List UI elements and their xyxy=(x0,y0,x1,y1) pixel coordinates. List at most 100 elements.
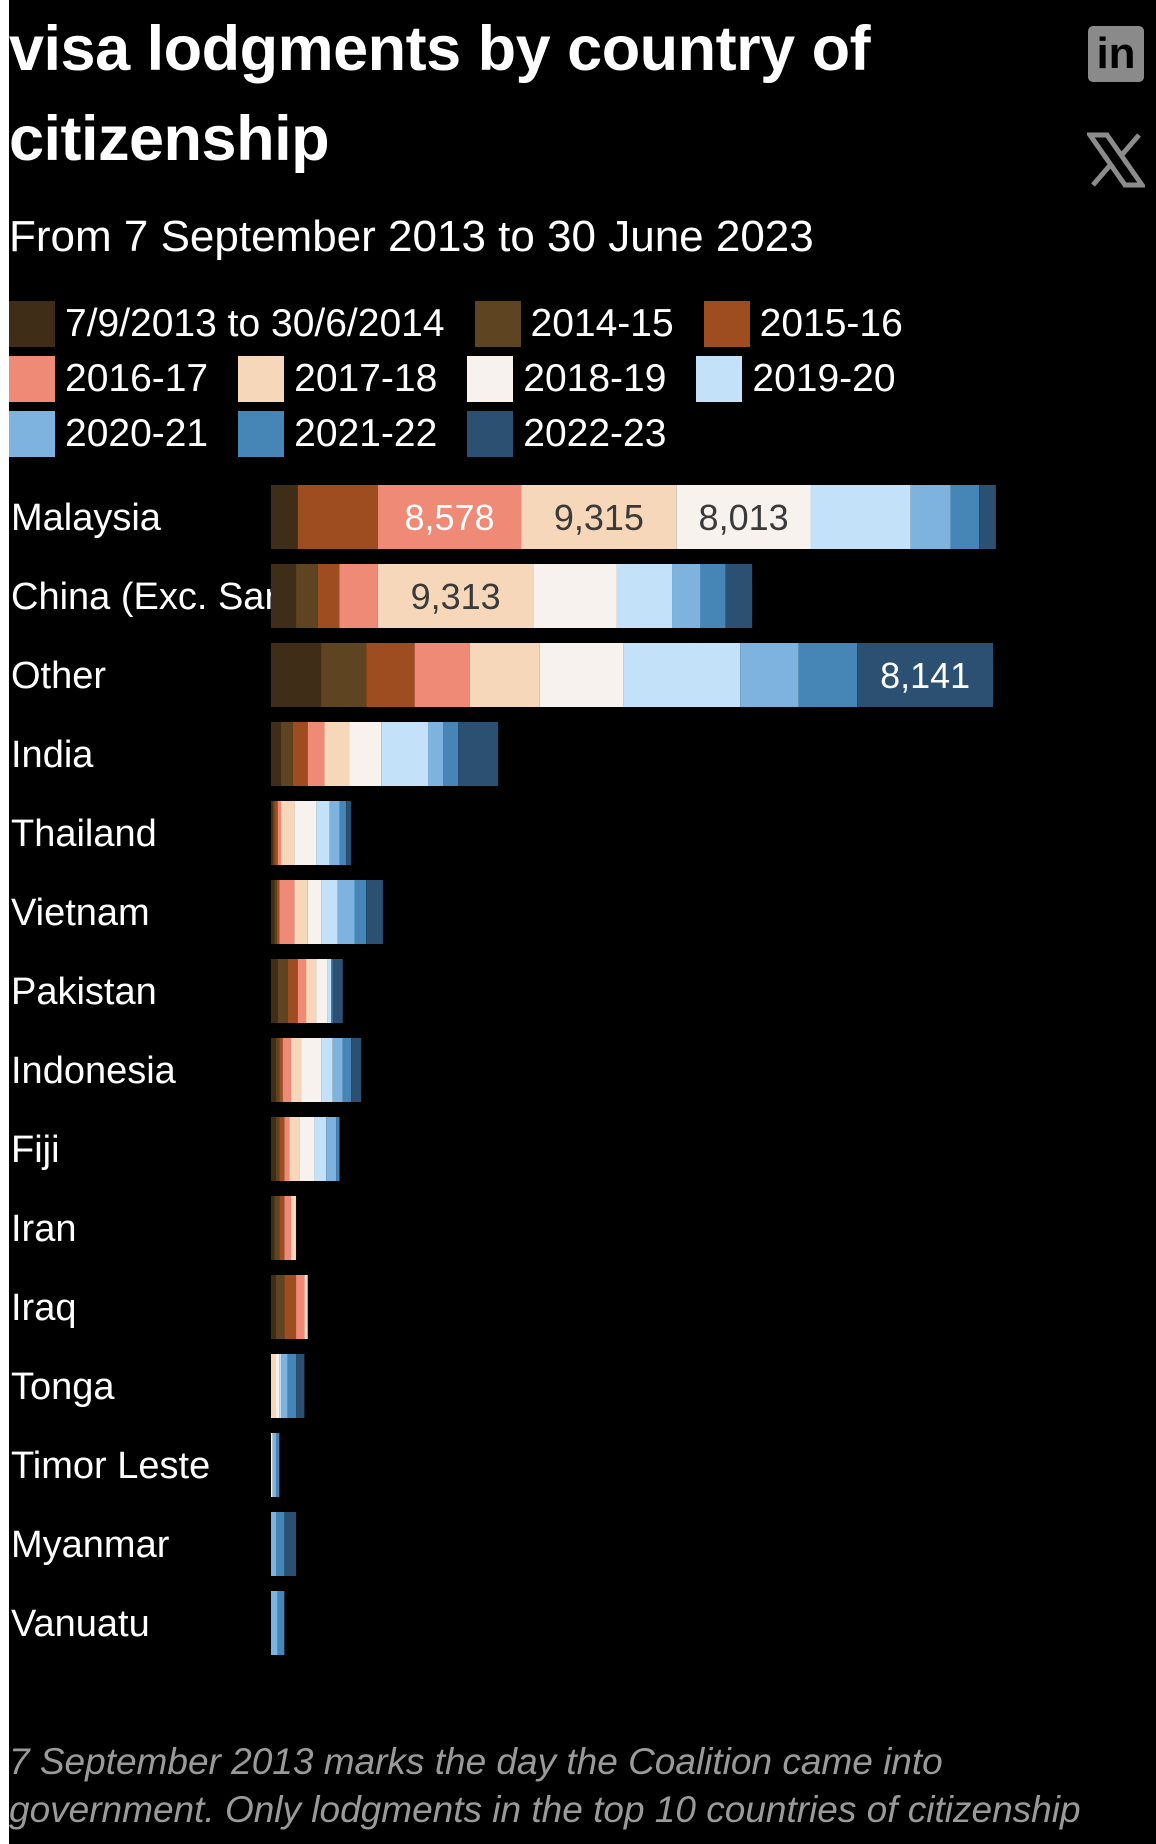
bar-segment-2015-16[interactable] xyxy=(292,722,308,786)
bar-segment-2015-16[interactable] xyxy=(276,880,280,944)
bar-segment-2018-19[interactable] xyxy=(276,1354,280,1418)
bar-segment-2018-19[interactable] xyxy=(533,564,617,628)
bar-segment-2014-15[interactable] xyxy=(281,722,293,786)
bar-segment-2020-21[interactable] xyxy=(271,1591,278,1655)
bar-segment-2017-18[interactable] xyxy=(324,722,350,786)
bar-segment-2019-20[interactable] xyxy=(810,485,911,549)
bar-segment-2014-15[interactable] xyxy=(276,1117,280,1181)
bar-segment-2016-17[interactable] xyxy=(377,485,522,549)
bar-segment-2020-21[interactable] xyxy=(332,1038,343,1102)
bar-segment-2020-21[interactable] xyxy=(672,564,701,628)
bar-segment-2021-22[interactable] xyxy=(276,1433,280,1497)
bar-segment-2019-20[interactable] xyxy=(381,722,428,786)
bar-segment-2016-17[interactable] xyxy=(282,1038,292,1102)
bar-segment-2022-23[interactable] xyxy=(284,1512,297,1576)
bar-segment-2016-17[interactable] xyxy=(279,880,295,944)
bar-segment-2018-19[interactable] xyxy=(299,1117,315,1181)
bar-segment-2022-23[interactable] xyxy=(725,564,753,628)
bar-segment-2017-18[interactable] xyxy=(469,643,540,707)
bar-segment-2020-21[interactable] xyxy=(272,1433,277,1497)
bar-segment-2018-19[interactable] xyxy=(539,643,624,707)
bar-segment-2017-18[interactable] xyxy=(306,959,317,1023)
bar-segment-2016-17[interactable] xyxy=(307,722,325,786)
bar-segment-2016-17[interactable] xyxy=(277,801,282,865)
bar-segment-7-9-2013-to-30-6-2014[interactable] xyxy=(271,801,273,865)
bar-segment-2014-15[interactable] xyxy=(274,880,277,944)
bar-segment-2020-21[interactable] xyxy=(271,1512,277,1576)
bar-segment-2015-16[interactable] xyxy=(279,1038,283,1102)
bar-segment-2019-20[interactable] xyxy=(321,880,338,944)
bar-segment-2019-20[interactable] xyxy=(314,1117,327,1181)
bar-segment-2019-20[interactable] xyxy=(623,643,741,707)
bar-segment-2016-17[interactable] xyxy=(339,564,378,628)
bar-segment-2020-21[interactable] xyxy=(427,722,444,786)
bar-segment-2022-23[interactable] xyxy=(346,801,352,865)
bar-segment-2016-17[interactable] xyxy=(297,959,307,1023)
bar-segment-2018-19[interactable] xyxy=(349,722,382,786)
bar-segment-2021-22[interactable] xyxy=(287,1354,297,1418)
bar-segment-7-9-2013-to-30-6-2014[interactable] xyxy=(271,1038,277,1102)
bar-segment-2015-16[interactable] xyxy=(279,1117,285,1181)
bar-segment-2019-20[interactable] xyxy=(616,564,673,628)
bar-segment-2015-16[interactable] xyxy=(317,564,340,628)
bar-segment-2016-17[interactable] xyxy=(296,1275,305,1339)
bar-segment-2014-15[interactable] xyxy=(276,1275,285,1339)
bar-segment-7-9-2013-to-30-6-2014[interactable] xyxy=(271,564,297,628)
bar-segment-2019-20[interactable] xyxy=(316,801,330,865)
bar-segment-2018-19[interactable] xyxy=(676,485,811,549)
bar-segment-2018-19[interactable] xyxy=(271,1433,273,1497)
bar-segment-2015-16[interactable] xyxy=(297,485,378,549)
bar-segment-7-9-2013-to-30-6-2014[interactable] xyxy=(271,722,282,786)
bar-segment-2020-21[interactable] xyxy=(740,643,799,707)
bar-segment-2015-16[interactable] xyxy=(287,959,298,1023)
bar-segment-2014-15[interactable] xyxy=(272,801,275,865)
bar-segment-2020-21[interactable] xyxy=(910,485,951,549)
bar-segment-7-9-2013-to-30-6-2014[interactable] xyxy=(271,1196,275,1260)
bar-segment-2014-15[interactable] xyxy=(276,1038,280,1102)
bar-segment-2022-23[interactable] xyxy=(979,485,996,549)
bar-segment-2017-18[interactable] xyxy=(377,564,534,628)
bar-segment-2017-18[interactable] xyxy=(294,880,308,944)
bar-segment-2020-21[interactable] xyxy=(337,880,355,944)
bar-segment-2018-19[interactable] xyxy=(294,801,317,865)
bar-segment-2021-22[interactable] xyxy=(336,1117,340,1181)
bar-segment-2020-21[interactable] xyxy=(329,801,340,865)
bar-segment-7-9-2013-to-30-6-2014[interactable] xyxy=(271,643,322,707)
bar-segment-7-9-2013-to-30-6-2014[interactable] xyxy=(271,1275,277,1339)
bar-segment-2016-17[interactable] xyxy=(284,1117,290,1181)
bar-segment-2017-18[interactable] xyxy=(291,1196,297,1260)
bar-segment-2015-16[interactable] xyxy=(279,1196,285,1260)
bar-segment-2017-18[interactable] xyxy=(304,1275,308,1339)
bar-segment-2022-23[interactable] xyxy=(332,959,343,1023)
bar-segment-7-9-2013-to-30-6-2014[interactable] xyxy=(271,485,298,549)
bar-segment-2022-23[interactable] xyxy=(857,643,994,707)
bar-segment-7-9-2013-to-30-6-2014[interactable] xyxy=(271,1117,277,1181)
bar-segment-2018-19[interactable] xyxy=(316,959,328,1023)
bar-segment-2021-22[interactable] xyxy=(354,880,367,944)
bar-segment-2014-15[interactable] xyxy=(321,643,367,707)
bar-segment-2014-15[interactable] xyxy=(274,1196,280,1260)
bar-segment-2016-17[interactable] xyxy=(284,1196,292,1260)
bar-segment-2019-20[interactable] xyxy=(327,959,332,1023)
bar-segment-7-9-2013-to-30-6-2014[interactable] xyxy=(271,880,275,944)
bar-segment-2020-21[interactable] xyxy=(326,1117,337,1181)
linkedin-share-button[interactable]: in xyxy=(1086,24,1146,84)
bar-segment-7-9-2013-to-30-6-2014[interactable] xyxy=(271,959,278,1023)
bar-segment-2020-21[interactable] xyxy=(281,1354,288,1418)
bar-segment-2021-22[interactable] xyxy=(331,959,333,1023)
bar-segment-2021-22[interactable] xyxy=(798,643,858,707)
bar-segment-2017-18[interactable] xyxy=(291,1038,302,1102)
bar-segment-2021-22[interactable] xyxy=(342,1038,352,1102)
bar-segment-2017-18[interactable] xyxy=(271,1354,277,1418)
bar-segment-2018-19[interactable] xyxy=(301,1038,322,1102)
bar-segment-2022-23[interactable] xyxy=(458,722,499,786)
bar-segment-2017-18[interactable] xyxy=(281,801,295,865)
bar-segment-2022-23[interactable] xyxy=(351,1038,362,1102)
bar-segment-2019-20[interactable] xyxy=(279,1354,282,1418)
bar-segment-2015-16[interactable] xyxy=(366,643,415,707)
bar-segment-2018-19[interactable] xyxy=(307,880,322,944)
bar-segment-2016-17[interactable] xyxy=(414,643,470,707)
bar-segment-2021-22[interactable] xyxy=(950,485,980,549)
bar-segment-2014-15[interactable] xyxy=(277,959,288,1023)
bar-segment-2017-18[interactable] xyxy=(521,485,677,549)
